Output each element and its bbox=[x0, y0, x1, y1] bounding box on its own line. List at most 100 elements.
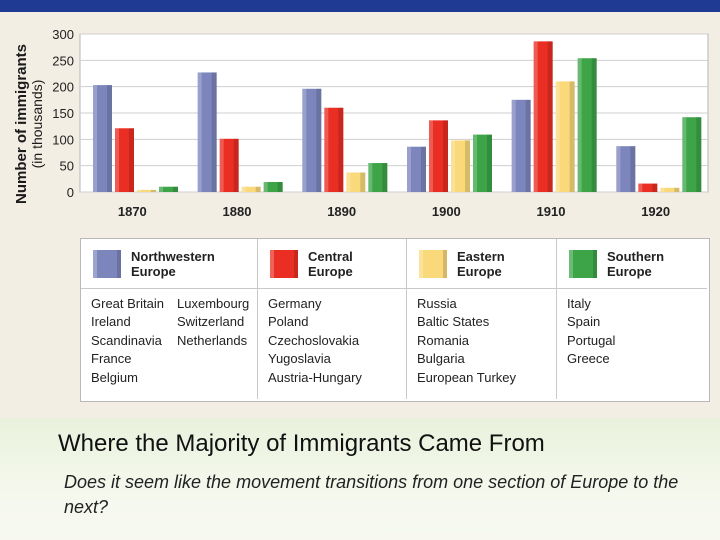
x-tick-label: 1900 bbox=[432, 204, 461, 219]
country-item: Netherlands bbox=[177, 332, 248, 348]
y-tick-label: 150 bbox=[52, 106, 74, 121]
bar-highlight bbox=[429, 120, 433, 192]
bar-shade bbox=[421, 146, 426, 192]
country-item: Baltic States bbox=[417, 314, 490, 330]
y-tick-label: 250 bbox=[52, 53, 74, 68]
bar-highlight bbox=[407, 146, 411, 192]
y-axis-title: Number of immigrants bbox=[13, 44, 30, 204]
x-tick-label: 1880 bbox=[223, 204, 252, 219]
legend-title-southern: Southern Europe bbox=[607, 249, 702, 279]
x-tick-label: 1920 bbox=[641, 204, 670, 219]
bar-shade bbox=[211, 72, 217, 192]
bar-highlight bbox=[346, 172, 351, 192]
country-list: Germany Poland Czechoslovakia Yugoslavia… bbox=[268, 295, 362, 387]
legend-header-northwestern: Northwestern Europe bbox=[81, 239, 258, 289]
country-list: Luxembourg Switzerland Netherlands bbox=[177, 295, 249, 350]
bar-central-europe-1910 bbox=[533, 41, 553, 192]
country-list: Italy Spain Portugal Greece bbox=[567, 295, 615, 369]
country-item: Luxembourg bbox=[177, 296, 250, 311]
bar-shade bbox=[233, 138, 239, 192]
bar-shade bbox=[696, 117, 702, 192]
bar-shade bbox=[255, 186, 261, 192]
legend-countries-southern: Italy Spain Portugal Greece bbox=[557, 289, 707, 399]
bar-highlight bbox=[473, 134, 477, 192]
legend-title-line2: Europe bbox=[308, 263, 353, 279]
bar-shade bbox=[487, 134, 492, 192]
country-item: Ireland bbox=[91, 314, 131, 330]
bar-shade bbox=[525, 99, 531, 192]
bar-shade bbox=[338, 107, 344, 192]
country-item: European Turkey bbox=[417, 369, 517, 385]
legend-countries-northwestern: Great Britain Ireland Scandinavia France… bbox=[81, 289, 258, 399]
legend-title-line2: Europe bbox=[607, 263, 652, 279]
y-tick-label: 50 bbox=[60, 159, 74, 174]
northwestern-swatch bbox=[93, 249, 121, 278]
bar-highlight bbox=[197, 72, 202, 192]
bar-highlight bbox=[115, 128, 119, 192]
immigration-bar-chart: 0 50 100 150 200 250 300 1870 1880 1890 1900 1910 19… bbox=[13, 27, 709, 219]
bar-shade bbox=[151, 189, 156, 192]
y-axis-subtitle: (in thousands) bbox=[29, 80, 45, 169]
bar-central-europe-1900 bbox=[429, 120, 448, 192]
legend-title-central: Central Europe bbox=[308, 249, 403, 279]
bar-central-europe-1920 bbox=[638, 183, 658, 192]
country-item: France bbox=[91, 351, 132, 367]
y-tick-label: 300 bbox=[52, 27, 74, 42]
bar-eastern-europe-1880 bbox=[241, 186, 261, 192]
bar-northwestern-europe-1870 bbox=[93, 85, 112, 192]
bar-central-europe-1870 bbox=[115, 128, 134, 192]
bar-eastern-europe-1870 bbox=[137, 189, 156, 192]
country-item: Portugal bbox=[567, 332, 616, 348]
central-swatch bbox=[270, 249, 298, 278]
legend-title-eastern: Eastern Europe bbox=[457, 249, 552, 279]
country-item: Switzerland bbox=[177, 314, 245, 330]
country-item: Great Britain bbox=[91, 296, 164, 311]
y-tick-label: 0 bbox=[67, 185, 74, 200]
bar-highlight bbox=[577, 58, 582, 192]
legend-title-line1: Eastern bbox=[457, 248, 505, 264]
top-banner bbox=[0, 0, 720, 12]
bar-highlight bbox=[137, 189, 141, 192]
region-legend-table: Northwestern Europe Central Europe Easte… bbox=[80, 238, 710, 402]
bar-southern-europe-1910 bbox=[577, 58, 597, 192]
bar-eastern-europe-1910 bbox=[555, 81, 575, 192]
country-item: Scandinavia bbox=[91, 332, 162, 348]
bar-highlight bbox=[660, 187, 665, 192]
bar-shade bbox=[316, 88, 322, 192]
bar-highlight bbox=[555, 81, 560, 192]
x-tick-label: 1870 bbox=[118, 204, 147, 219]
legend-title-line1: Central bbox=[308, 248, 353, 264]
bar-highlight bbox=[324, 107, 329, 192]
bar-northwestern-europe-1920 bbox=[616, 146, 636, 192]
bar-northwestern-europe-1880 bbox=[197, 72, 217, 192]
bar-shade bbox=[674, 187, 680, 192]
bar-shade bbox=[591, 58, 597, 192]
bar-southern-europe-1870 bbox=[159, 186, 178, 192]
bar-highlight bbox=[682, 117, 687, 192]
country-item: Romania bbox=[417, 332, 470, 348]
y-tick-label: 200 bbox=[52, 80, 74, 95]
bar-highlight bbox=[533, 41, 538, 192]
country-item: Austria-Hungary bbox=[268, 369, 362, 385]
caption-question: Does it seem like the movement transitio… bbox=[64, 472, 679, 517]
bar-shade bbox=[547, 41, 553, 192]
legend-countries-eastern: Russia Baltic States Romania Bulgaria Eu… bbox=[407, 289, 557, 399]
bar-highlight bbox=[638, 183, 643, 192]
bar-southern-europe-1920 bbox=[682, 117, 702, 192]
country-item: Belgium bbox=[91, 369, 138, 385]
bar-shade bbox=[129, 128, 134, 192]
bar-shade bbox=[630, 146, 636, 192]
bar-highlight bbox=[368, 163, 373, 192]
legend-title-line2: Europe bbox=[131, 263, 176, 279]
bar-shade bbox=[652, 183, 658, 192]
country-item: Spain bbox=[567, 314, 601, 330]
bar-shade bbox=[443, 120, 448, 192]
legend-header-eastern: Eastern Europe bbox=[407, 239, 557, 289]
country-item: Greece bbox=[567, 351, 610, 367]
country-item: Italy bbox=[567, 296, 591, 311]
caption-title: Where the Majority of Immigrants Came Fr… bbox=[58, 430, 545, 457]
bar-highlight bbox=[263, 181, 268, 192]
x-tick-label: 1910 bbox=[537, 204, 566, 219]
southern-swatch bbox=[569, 249, 597, 278]
x-tick-label: 1890 bbox=[327, 204, 356, 219]
